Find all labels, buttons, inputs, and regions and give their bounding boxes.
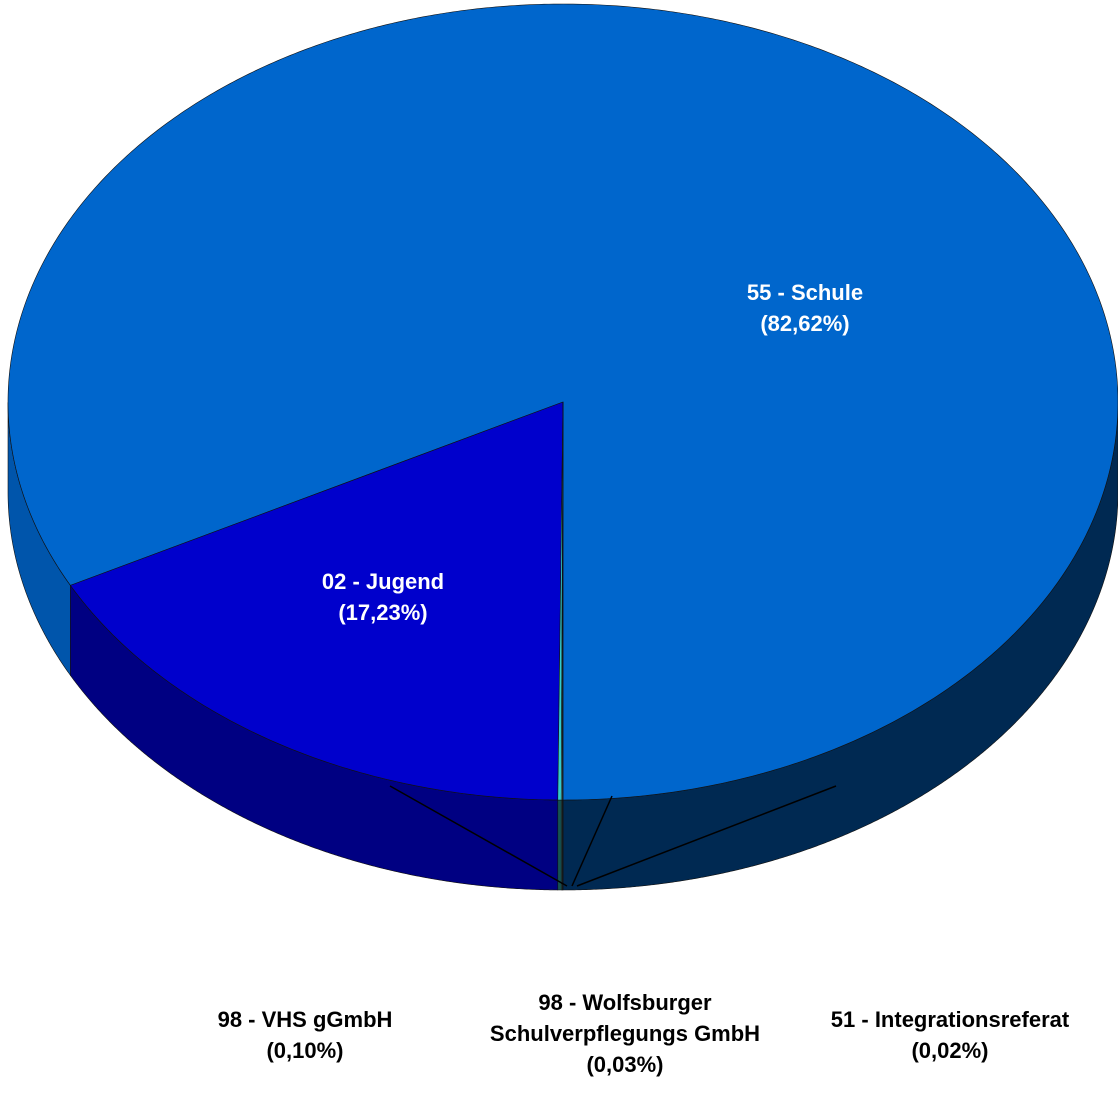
label-name: 98 - VHS gGmbH [217, 1007, 393, 1032]
label-value: (0,10%) [266, 1038, 344, 1063]
pie-slice [562, 401, 564, 801]
label-name: 55 - Schule [746, 280, 864, 305]
pie-tops [7, 3, 1118, 801]
data-label: 98 - Wolfsburger Schulverpflegungs GmbH (… [455, 987, 795, 1080]
label-value: (17,23%) [338, 600, 428, 625]
data-label: 98 - VHS gGmbH (0,10%) [155, 1004, 455, 1066]
pie-slice [69, 401, 564, 801]
leader-lines [389, 785, 837, 887]
leader-line [571, 795, 613, 887]
label-value: (0,03%) [586, 1052, 664, 1077]
data-label: 02 - Jugend (17,23%) [233, 566, 533, 628]
label-name: 51 - Integrationsreferat [830, 1007, 1070, 1032]
pie-side [557, 799, 562, 891]
data-label: 55 - Schule (82,62%) [655, 277, 955, 339]
label-name: 98 - Wolfsburger Schulverpflegungs GmbH [489, 990, 761, 1046]
data-label: 51 - Integrationsreferat (0,02%) [800, 1004, 1100, 1066]
label-value: (82,62%) [760, 311, 850, 336]
leader-line [576, 785, 837, 887]
pie-sides [7, 402, 1118, 891]
leader-line [389, 785, 568, 887]
pie-side [562, 799, 564, 891]
label-value: (0,02%) [911, 1038, 989, 1063]
label-name: 02 - Jugend [321, 569, 445, 594]
